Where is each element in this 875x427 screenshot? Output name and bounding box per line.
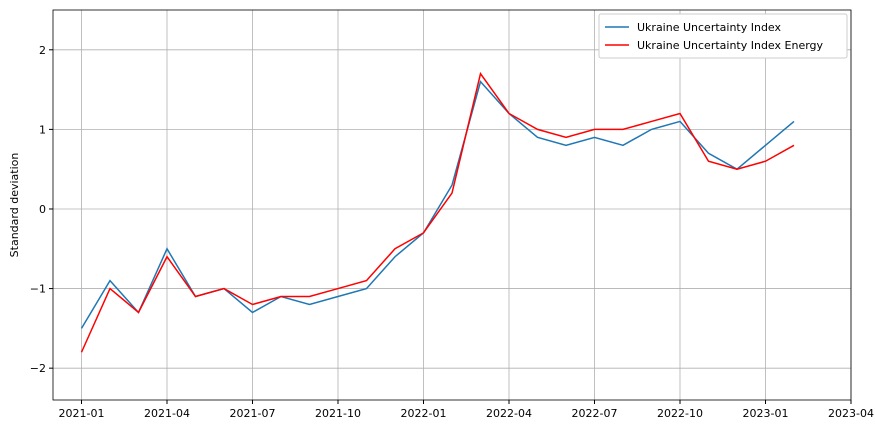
y-tick-label: 0 <box>39 203 46 216</box>
x-tick-label: 2021-07 <box>230 407 276 420</box>
data-line <box>80 80 795 329</box>
y-tick-label: 1 <box>39 123 46 136</box>
x-tick-label: 2021-10 <box>315 407 361 420</box>
y-tick-label: −1 <box>30 283 46 296</box>
x-tick-label: 2022-04 <box>486 407 532 420</box>
y-axis-label: Standard deviation <box>8 153 21 258</box>
x-tick-label: 2023-01 <box>743 407 789 420</box>
y-tick-label: −2 <box>30 362 46 375</box>
x-tick-label: 2022-01 <box>401 407 447 420</box>
x-tick-label: 2021-01 <box>59 407 105 420</box>
data-line <box>80 71 795 353</box>
legend-box <box>598 13 848 59</box>
x-tick-label: 2023-04 <box>828 407 874 420</box>
legend-label: Ukraine Uncertainty Index <box>637 21 782 34</box>
plot-frame <box>52 9 852 401</box>
x-tick-label: 2021-04 <box>144 407 190 420</box>
x-tick-label: 2022-07 <box>572 407 618 420</box>
y-tick-label: 2 <box>39 44 46 57</box>
legend-label: Ukraine Uncertainty Index Energy <box>637 39 824 52</box>
x-tick-label: 2022-10 <box>657 407 703 420</box>
